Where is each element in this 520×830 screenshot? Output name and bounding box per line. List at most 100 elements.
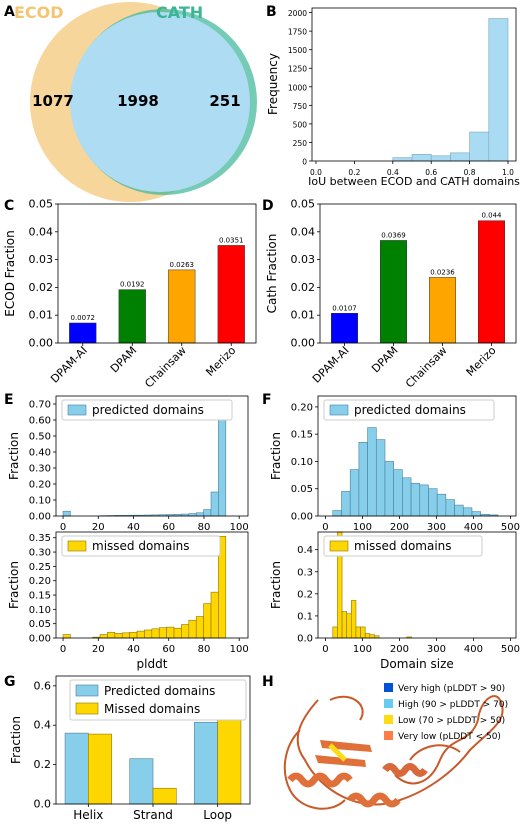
ecod-fraction-bar-label: 0.0263 <box>170 261 195 269</box>
sse-legend: Predicted domains Missed domains <box>69 679 247 721</box>
ecod-fraction-bar <box>69 322 97 344</box>
size-missed-legend-label: missed domains <box>354 539 452 553</box>
legend-label-high: High (90 > pLDDT > 70) <box>398 700 508 710</box>
size-predicted-ylabel: Fraction <box>269 432 283 480</box>
plddt-predicted-ytick-label: 0.20 <box>29 480 51 491</box>
size-missed-bar <box>360 626 366 639</box>
plddt-missed-bar <box>203 603 212 639</box>
iou-ytick-label: 0 <box>302 158 307 167</box>
size-predicted-bar <box>436 493 447 517</box>
plddt-missed-ytick-label: 0.10 <box>29 605 51 616</box>
venn-set-cath: CATH <box>156 3 203 22</box>
cath-fraction-ylabel: Cath Fraction <box>265 234 279 314</box>
iou-bar <box>488 18 509 162</box>
ecod-fraction-category-label: Chainsaw <box>142 344 189 391</box>
iou-ylabel: Frequency <box>266 53 280 115</box>
size-predicted-xtick-label: 500 <box>501 522 520 533</box>
plddt-missed-legend-label: missed domains <box>92 539 190 553</box>
size-predicted-bar <box>419 484 429 517</box>
size-missed-ytick-label: 0.3 <box>297 567 313 578</box>
size-missed-xtick-label: 200 <box>390 644 409 655</box>
sse-bar <box>194 721 218 805</box>
plddt-missed-ytick-label: 0.25 <box>29 562 51 573</box>
size-predicted-xtick-label: 200 <box>390 522 409 533</box>
cath-fraction-ytick-label: 0.05 <box>291 198 316 211</box>
size-missed-bar <box>369 634 375 639</box>
plddt-predicted-frame <box>55 395 249 517</box>
ecod-fraction-ytick-label: 0.03 <box>29 253 54 266</box>
size-predicted-bar <box>375 439 386 517</box>
structure-loop <box>296 695 504 806</box>
panel-label-a: A <box>4 4 15 20</box>
size-missed-xtick-label: 100 <box>353 644 372 655</box>
size-missed-legend-swatch <box>329 540 349 552</box>
size-predicted-ytick-label: 0.00 <box>291 512 313 523</box>
plddt-missed-xtick-label: 80 <box>198 644 211 655</box>
sse-category-label: Strand <box>133 808 173 822</box>
iou-bar <box>411 154 432 162</box>
sse-category-label: Helix <box>73 808 103 822</box>
cath-fraction-category-label: Merizo <box>464 344 499 379</box>
size-missed-axes: 0.0 0.1 0.2 0.3 0.4 0 100 200 300 400 500 <box>297 531 520 655</box>
iou-ytick-label: 1000 <box>288 83 307 92</box>
plddt-missed-bar <box>99 634 108 639</box>
sse-ylabel: Fraction <box>9 716 23 764</box>
plddt-missed-ytick-label: 0.20 <box>29 576 51 587</box>
size-missed-xlabel: Domain size <box>380 657 454 671</box>
sse-category-label: Loop <box>203 808 232 822</box>
size-missed-ytick-label: 0.1 <box>297 611 313 622</box>
sse-bar <box>129 758 154 805</box>
plddt-predicted-bar <box>210 491 219 517</box>
ecod-fraction-frame <box>57 203 257 344</box>
plddt-missed-bar <box>121 632 130 639</box>
plddt-missed-ytick-label: 0.05 <box>29 619 51 630</box>
plddt-predicted-ytick-label: 0.00 <box>29 512 51 523</box>
legend-swatch-low <box>384 715 393 724</box>
size-missed-xtick-label: 0 <box>322 644 328 655</box>
size-missed-ytick-label: 0.4 <box>297 545 313 556</box>
plddt-predicted-legend-swatch <box>67 404 87 416</box>
panel-label-b: B <box>266 4 277 20</box>
iou-ytick-label: 250 <box>293 139 308 148</box>
size-predicted-bar <box>462 507 473 517</box>
venn-set-ecod: ECOD <box>14 3 64 22</box>
size-predicted-axes: 0.00 0.05 0.10 0.15 0.20 0 100 200 300 400 500 <box>291 395 520 533</box>
size-predicted-legend-box <box>323 399 495 421</box>
plddt-predicted-ytick-label: 0.50 <box>29 432 51 443</box>
plddt-predicted-axes: 0.00 0.10 0.20 0.30 0.40 0.50 0.60 0.70 0 20 40 60 8… <box>29 395 249 533</box>
sse-bar <box>64 732 89 805</box>
iou-xtick-label: 0.4 <box>387 168 399 177</box>
plddt-missed-bar <box>107 631 116 639</box>
plddt-predicted-xtick-label: 40 <box>127 522 140 533</box>
plddt-legend: Very high (pLDDT > 90) High (90 > pLDDT … <box>384 683 508 742</box>
plddt-missed-xtick-label: 40 <box>127 644 140 655</box>
ecod-fraction-ytick-label: 0.00 <box>29 337 54 350</box>
legend-label-low: Low (70 > pLDDT > 50) <box>398 716 505 726</box>
ecod-fraction-ytick-label: 0.02 <box>29 281 54 294</box>
structure-loop-2 <box>283 695 461 810</box>
cath-fraction-bar <box>429 277 456 344</box>
plddt-predicted-legend-box <box>61 399 233 421</box>
plddt-missed-bar <box>188 619 197 639</box>
sse-ytick-label: 0.0 <box>34 798 52 811</box>
cath-fraction-bar-label: 0.0236 <box>430 268 455 276</box>
iou-xtick-label: 0.8 <box>464 168 476 177</box>
plddt-predicted-bar <box>218 408 227 517</box>
size-missed-bar <box>346 613 352 639</box>
protein-structure-image <box>283 695 504 810</box>
panel-label-d: D <box>262 198 274 214</box>
iou-bar <box>450 152 470 162</box>
sse-legend-box <box>69 679 247 721</box>
legend-label-very-high: Very high (pLDDT > 90) <box>398 684 505 694</box>
ecod-fraction-ytick-label: 0.05 <box>29 198 54 211</box>
iou-ytick-label: 1750 <box>288 28 307 37</box>
sse-axes: 0.0 0.2 0.4 0.6 <box>34 675 251 811</box>
size-predicted-ytick-label: 0.05 <box>291 484 313 495</box>
venn-ecod-only-value: 1077 <box>32 92 74 110</box>
size-predicted-legend: predicted domains <box>323 399 495 421</box>
size-predicted-xtick-label: 400 <box>464 522 483 533</box>
cath-fraction-bar <box>380 240 407 344</box>
cath-fraction-bar-label: 0.0369 <box>381 231 406 239</box>
plddt-predicted-ytick-label: 0.10 <box>29 496 51 507</box>
